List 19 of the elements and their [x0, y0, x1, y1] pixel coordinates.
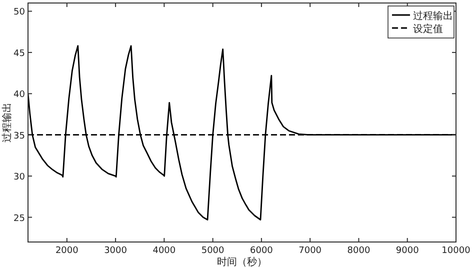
y-tick-label: 25 — [14, 214, 25, 224]
legend-label: 设定值 — [413, 23, 443, 35]
x-tick-label: 8000 — [347, 246, 370, 256]
y-axis-title: 过程输出 — [1, 102, 13, 142]
x-tick-label: 10000 — [442, 246, 471, 256]
y-tick-label: 40 — [14, 90, 26, 100]
legend-label: 过程输出 — [413, 10, 453, 22]
x-tick-label: 4000 — [152, 246, 176, 256]
y-tick-label: 45 — [14, 48, 25, 59]
x-tick-label: 3000 — [104, 246, 128, 256]
y-tick-label: 50 — [14, 8, 26, 18]
x-tick-label: 6000 — [250, 246, 274, 256]
x-tick-label: 2000 — [55, 246, 79, 256]
y-tick-label: 30 — [14, 172, 26, 183]
x-tick-label: 9000 — [396, 246, 420, 256]
y-tick-label: 35 — [14, 131, 25, 142]
x-tick-label: 7000 — [298, 246, 322, 256]
x-axis-title: 时间（秒） — [217, 256, 267, 268]
x-tick-label: 5000 — [201, 246, 225, 256]
